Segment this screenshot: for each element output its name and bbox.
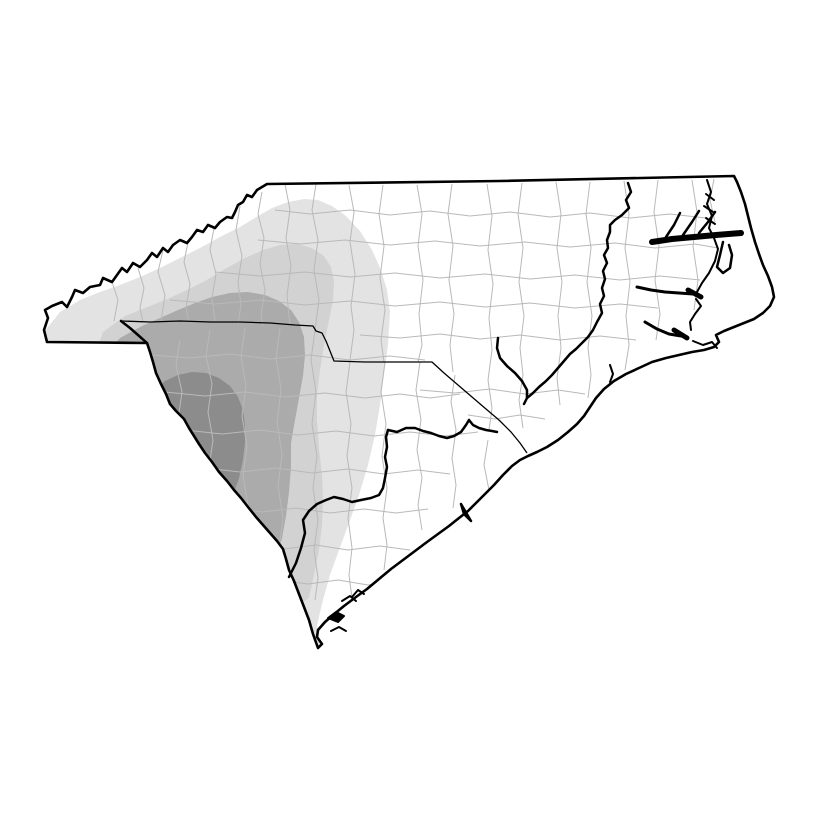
county-line <box>137 267 145 323</box>
county-line <box>345 361 353 599</box>
neuse-river <box>643 320 683 338</box>
county-line <box>467 414 546 420</box>
county-line <box>415 361 423 531</box>
county-line <box>209 227 217 323</box>
county-line <box>450 374 457 509</box>
county-line <box>380 361 388 571</box>
neuse-mouth <box>671 327 690 341</box>
pee-dee-river <box>386 418 499 440</box>
county-boundaries <box>111 178 719 601</box>
county-line <box>240 327 249 536</box>
pamlico-river <box>635 285 695 296</box>
county-line <box>235 205 243 325</box>
county-line <box>257 191 266 327</box>
county-line <box>359 333 637 341</box>
estuary-river-2 <box>681 209 701 237</box>
sea-island-3 <box>330 626 347 632</box>
county-line <box>348 184 356 361</box>
santee-river <box>287 428 390 579</box>
chattooga-river <box>119 319 149 345</box>
county-line <box>164 391 461 399</box>
cape-fear-river <box>495 336 529 406</box>
contour-bands <box>44 199 390 648</box>
estuary-river-1 <box>664 211 682 239</box>
county-line <box>111 281 119 322</box>
county-line <box>214 271 701 281</box>
county-line <box>691 179 699 311</box>
nc-sc-border <box>120 320 528 454</box>
sea-island-2 <box>341 595 357 602</box>
county-line <box>257 239 719 249</box>
state-coastline-outline <box>42 174 776 650</box>
county-line <box>310 329 319 601</box>
albemarle-sound <box>649 230 744 245</box>
county-line <box>517 182 525 429</box>
county-line <box>227 507 429 514</box>
sound-shore-south <box>689 298 702 331</box>
county-line <box>585 181 593 399</box>
county-line <box>555 181 563 406</box>
county-line <box>175 339 183 421</box>
county-line <box>483 439 490 491</box>
county-line <box>447 183 455 373</box>
county-line <box>274 209 707 219</box>
county-line <box>204 467 451 475</box>
county-line <box>183 241 191 323</box>
county-line <box>416 184 424 363</box>
charleston-inlet <box>351 589 365 598</box>
water-features <box>119 179 744 632</box>
marsh-dash-3 <box>705 217 716 225</box>
county-line <box>284 183 292 327</box>
alligator-river <box>715 240 734 275</box>
marsh-dash-1 <box>705 193 715 201</box>
county-line <box>169 299 659 309</box>
pamlico-mouth <box>685 287 704 300</box>
county-line <box>486 183 494 431</box>
county-line <box>623 180 631 371</box>
marsh-dash-2 <box>703 205 714 213</box>
core-sound-shore <box>692 340 718 349</box>
county-line <box>419 388 586 395</box>
winyah-bay <box>459 502 473 523</box>
county-line <box>653 179 661 341</box>
county-line <box>157 249 166 323</box>
sea-island-1 <box>327 611 345 623</box>
county-line <box>311 183 320 331</box>
county-line <box>275 327 284 576</box>
new-river-inlet <box>609 364 614 383</box>
sound-shore-north <box>696 237 719 293</box>
county-line <box>149 353 426 361</box>
chowan-river <box>525 181 633 400</box>
